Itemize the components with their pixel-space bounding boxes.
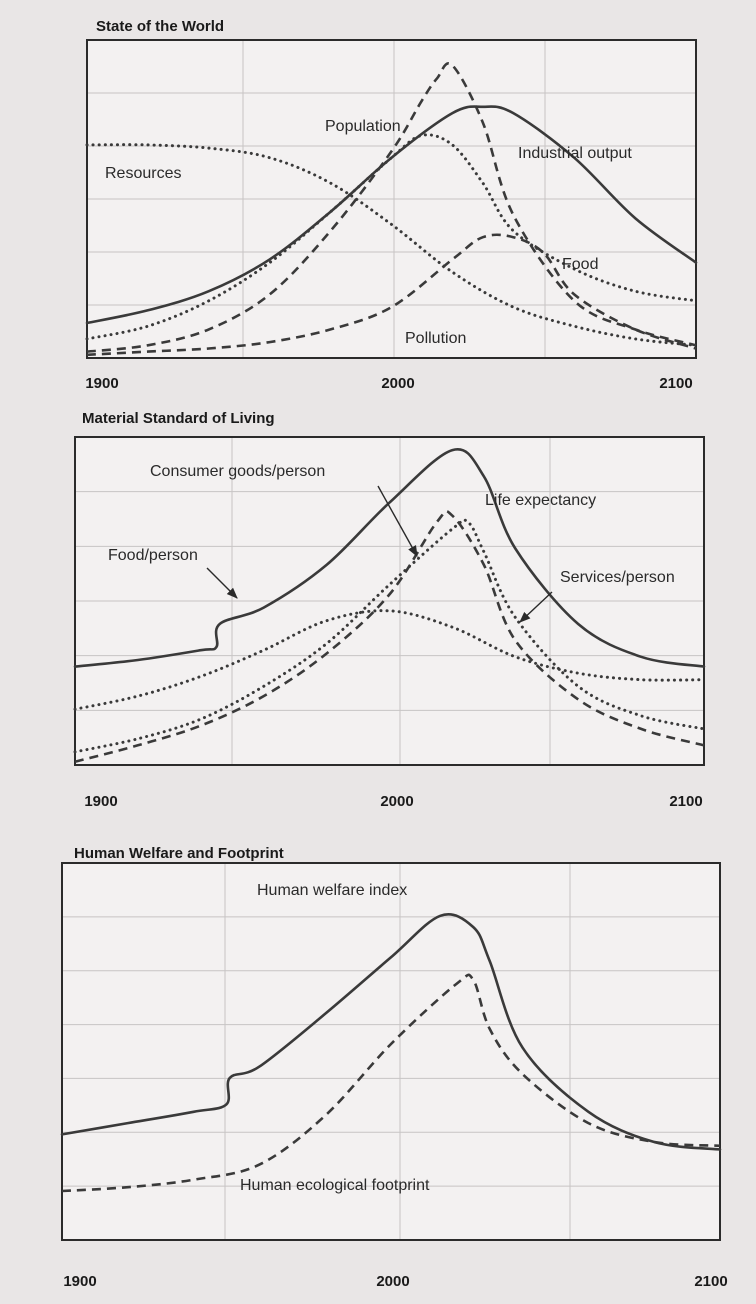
series-line-food	[85, 133, 698, 341]
x-tick-label: 2000	[376, 1273, 409, 1290]
series-line-services-person	[73, 518, 706, 754]
x-tick-label: 2100	[669, 793, 702, 810]
series-label-industrial-output: Industrial output	[518, 145, 632, 162]
x-tick-label: 2100	[694, 1273, 727, 1290]
series-label-human-welfare-index: Human welfare index	[257, 882, 407, 899]
x-tick-label: 2000	[380, 793, 413, 810]
series-line-population	[85, 105, 698, 325]
series-label-life-expectancy: Life expectancy	[485, 492, 596, 509]
series-line-life-expectancy	[73, 448, 706, 668]
plot-border	[61, 862, 721, 1241]
label-pointer-arrow	[206, 567, 238, 599]
x-tick-label: 2100	[659, 375, 692, 392]
series-label-population: Population	[325, 118, 401, 135]
series-line-human-ecological-footprint	[61, 973, 721, 1193]
series-line-pollution	[86, 233, 697, 357]
x-tick-label: 2000	[381, 375, 414, 392]
x-tick-label: 1900	[84, 793, 117, 810]
series-line-human-welfare-index	[60, 913, 722, 1151]
label-pointer-arrow	[377, 485, 418, 557]
series-label-consumer-goods-person: Consumer goods/person	[150, 463, 325, 480]
chart-title: State of the World	[96, 18, 224, 35]
series-label-services-person: Services/person	[560, 569, 675, 586]
series-line-resources	[85, 143, 698, 347]
chart-title: Material Standard of Living	[82, 410, 275, 427]
series-line-consumer-goods-person	[74, 509, 705, 763]
series-label-pollution: Pollution	[405, 330, 466, 347]
x-tick-label: 1900	[85, 375, 118, 392]
chart-panel-1: State of the World 1900 2000 2100 Industrial…	[85, 18, 698, 392]
label-pointer-arrow	[519, 591, 553, 623]
series-label-resources: Resources	[105, 165, 181, 182]
chart-panel-2: Material Standard of Living 1900 2000 2100 L…	[73, 410, 706, 810]
series-label-food-person: Food/person	[108, 547, 198, 564]
chart-title: Human Welfare and Footprint	[74, 845, 284, 862]
plot-border	[86, 39, 697, 359]
series-label-food: Food	[562, 256, 598, 273]
plot-border	[74, 436, 705, 766]
series-label-human-ecological-footprint: Human ecological footprint	[240, 1177, 430, 1194]
chart-panel-3: Human Welfare and Footprint 1900 2000 2100 H…	[60, 845, 728, 1290]
x-tick-label: 1900	[63, 1273, 96, 1290]
